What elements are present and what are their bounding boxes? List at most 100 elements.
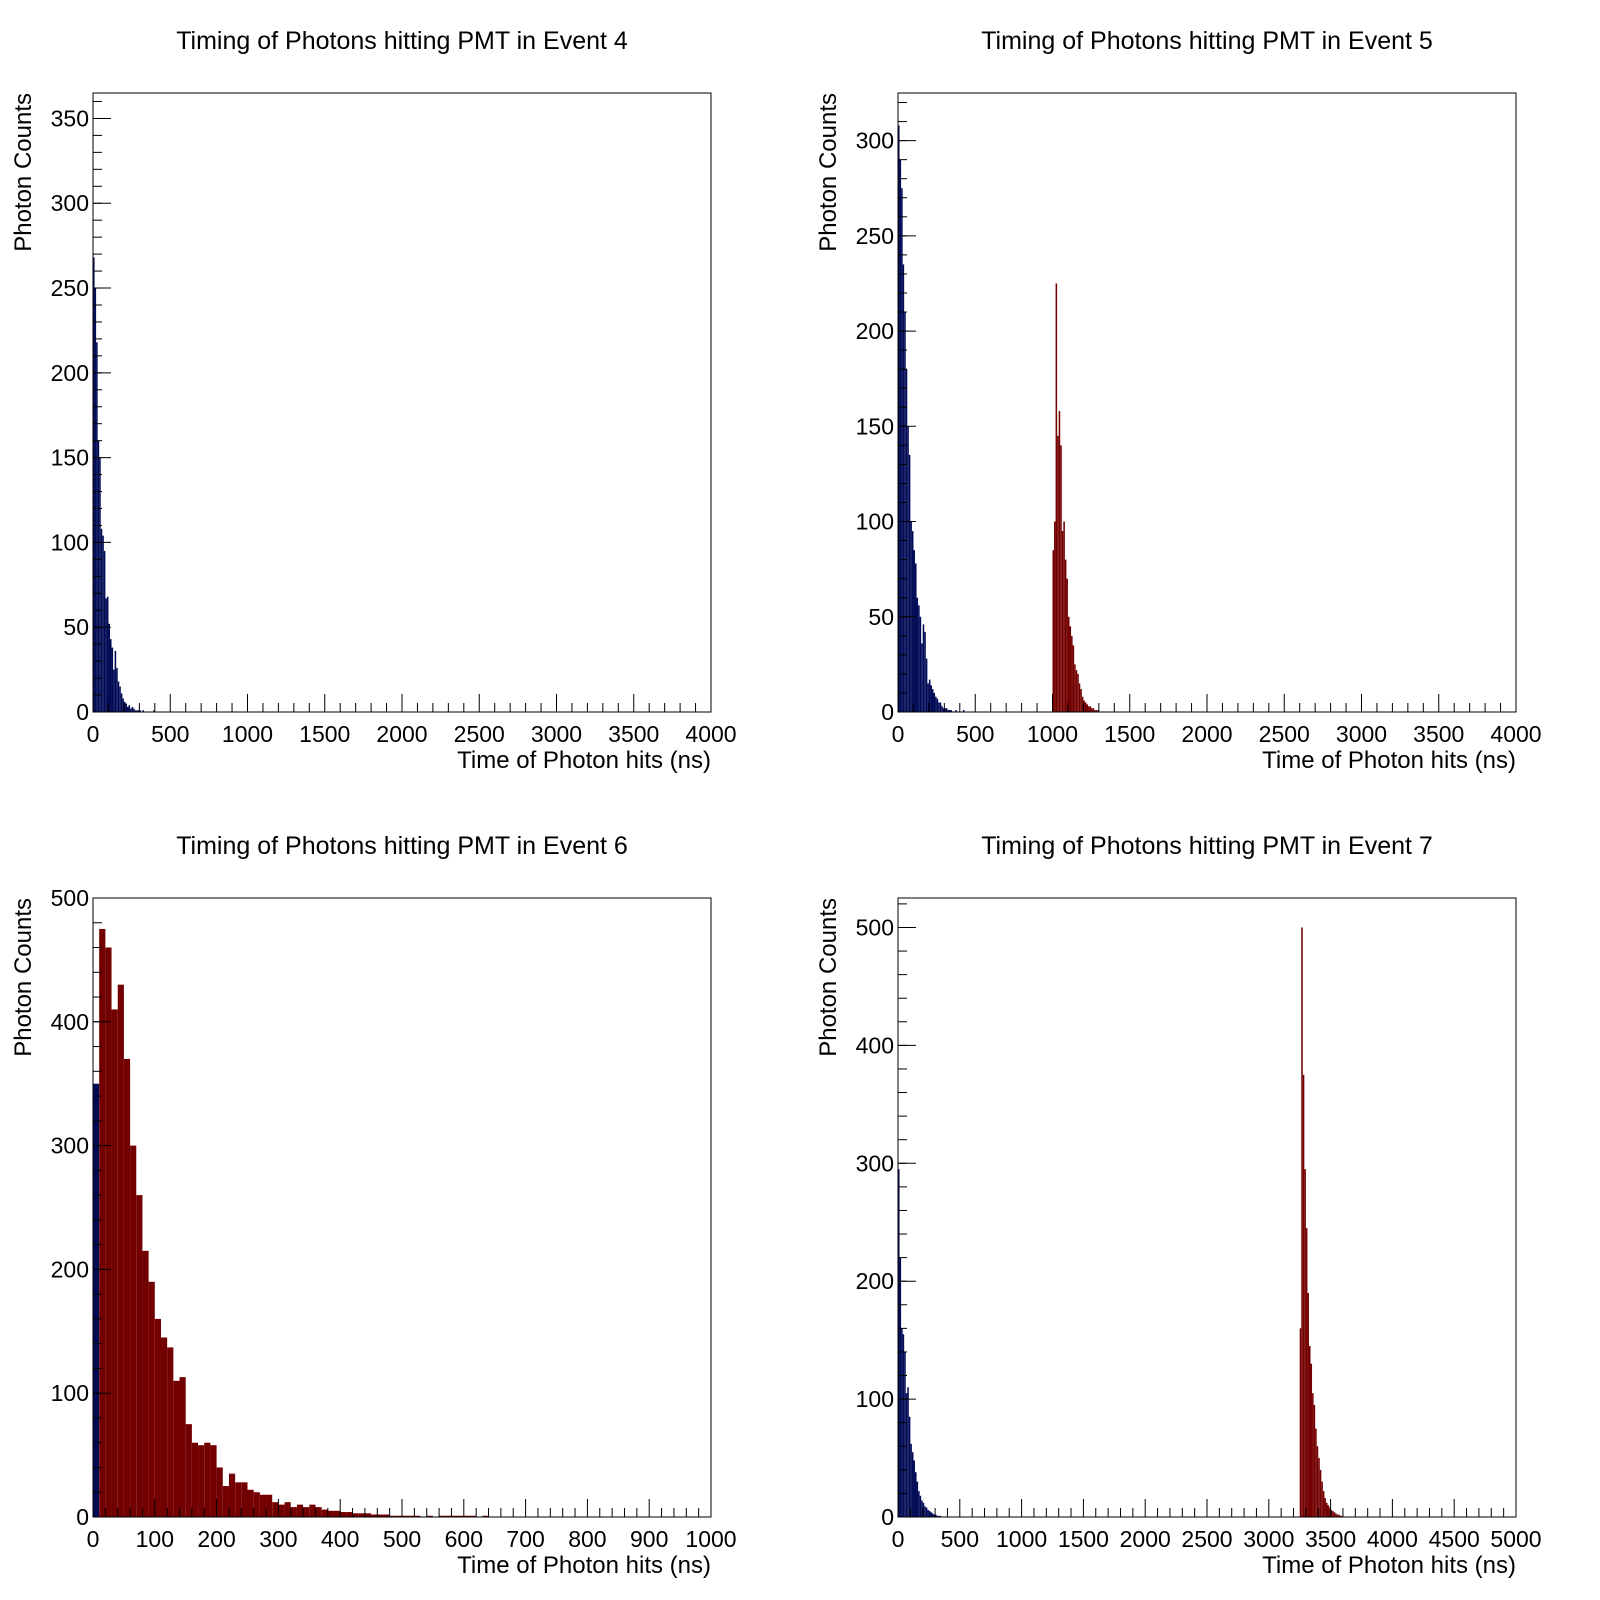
x-tick-label: 1000 [996, 1526, 1047, 1552]
y-tick-label: 200 [856, 318, 894, 344]
x-tick-label: 2500 [454, 721, 505, 747]
histogram-bar [1092, 708, 1095, 712]
histogram-bar [955, 710, 957, 712]
x-tick-label: 1000 [222, 721, 273, 747]
histogram-bar [1080, 689, 1082, 712]
y-axis-label: Photon Counts [815, 898, 842, 1057]
histogram-bar [266, 1494, 273, 1517]
histogram-bar [911, 1452, 914, 1517]
histogram-bar [414, 1515, 421, 1517]
histogram-bar [927, 683, 929, 712]
histogram-bar [1072, 645, 1075, 712]
histogram-bar [364, 1513, 372, 1517]
histogram-bar [160, 1337, 168, 1517]
histogram-bar [1066, 578, 1068, 712]
x-tick-label: 3500 [1305, 1526, 1356, 1552]
histogram-bar [482, 1515, 489, 1517]
histogram-bar [931, 689, 934, 712]
histogram-bar [924, 1506, 926, 1517]
histogram-bar [389, 1515, 396, 1517]
histogram-bar [938, 1515, 940, 1517]
histogram-bar [904, 1351, 906, 1517]
x-tick-label: 3000 [531, 721, 582, 747]
histogram-bar [1322, 1491, 1325, 1517]
histogram-bar [111, 647, 114, 712]
histogram-bar [1312, 1393, 1314, 1517]
histogram-bar [241, 1482, 248, 1517]
x-tick-label: 3000 [1336, 721, 1387, 747]
histogram-bar [919, 1495, 922, 1517]
y-tick-label: 0 [76, 699, 89, 725]
histogram-bar [907, 1387, 909, 1517]
x-tick-label: 4000 [1367, 1526, 1418, 1552]
histogram-bar [899, 1257, 902, 1517]
x-axis-label: Time of Photon hits (ns) [457, 747, 711, 774]
x-tick-label: 0 [892, 721, 905, 747]
histogram-bar [908, 1416, 911, 1517]
x-tick-label: 2000 [376, 721, 427, 747]
histogram-bar [469, 1515, 477, 1517]
histogram-bar [1055, 283, 1058, 712]
histogram-bar [913, 1460, 915, 1517]
histogram-bar [142, 710, 144, 712]
histogram-bar [93, 1083, 100, 1517]
histogram-bar [905, 1393, 908, 1517]
histogram-bar [278, 1504, 285, 1517]
y-tick-label: 500 [51, 885, 89, 911]
histogram-bar [1057, 435, 1059, 712]
histogram-bar [902, 264, 905, 712]
histogram-bar [94, 288, 97, 712]
histogram-bar [1097, 710, 1099, 712]
panel-event-5: Timing of Photons hitting PMT in Event 5… [815, 27, 1542, 774]
histogram-bar [922, 624, 925, 712]
histogram-bar [1336, 1514, 1339, 1517]
histogram-bar [1061, 531, 1064, 712]
x-tick-label: 2500 [1259, 721, 1310, 747]
histogram-bar [1341, 1515, 1343, 1517]
plot-frame [897, 897, 1517, 1518]
histogram-bar [1089, 706, 1092, 712]
histogram-bar [439, 1515, 446, 1517]
histogram-bar [327, 1510, 335, 1517]
histogram-bar [463, 1515, 470, 1517]
histogram-bar [924, 632, 926, 712]
histogram-bar [451, 1515, 458, 1517]
x-tick-label: 1500 [1058, 1526, 1109, 1552]
histogram-bar [910, 1443, 912, 1517]
x-tick-label: 0 [892, 1526, 905, 1552]
chart-title: Timing of Photons hitting PMT in Event 6 [176, 832, 628, 860]
histogram-bar [179, 1377, 186, 1517]
histogram-bar [1301, 927, 1303, 1517]
histogram-bar [122, 698, 124, 712]
x-axis-label: Time of Photon hits (ns) [457, 1552, 711, 1579]
histogram-bar [939, 702, 942, 712]
histogram-bar [93, 257, 95, 712]
x-tick-label: 1000 [1027, 721, 1078, 747]
histogram-bar [936, 1515, 939, 1517]
histogram-bar [1329, 1507, 1331, 1517]
histogram-bar [935, 1514, 937, 1517]
histogram-bar [1332, 1511, 1334, 1517]
histogram-bar [1074, 664, 1076, 712]
histogram-bar [136, 1195, 143, 1517]
y-axis-label: Photon Counts [815, 93, 842, 252]
histogram-bar [1308, 1346, 1311, 1517]
histogram-bar [284, 1502, 291, 1517]
histogram-bar [111, 1009, 118, 1517]
y-tick-label: 400 [51, 1009, 89, 1035]
histogram-bar [321, 1509, 328, 1517]
histogram-bar [925, 1507, 928, 1517]
histogram-bar [1318, 1458, 1320, 1517]
y-tick-label: 0 [881, 699, 894, 725]
histogram-bar [99, 928, 106, 1517]
histogram-bar [1325, 1502, 1328, 1517]
histogram-bar [1339, 1515, 1342, 1517]
x-tick-label: 2000 [1120, 1526, 1171, 1552]
histogram-bar [117, 681, 120, 712]
histogram-bar [154, 1318, 161, 1517]
x-tick-label: 4000 [685, 721, 736, 747]
histogram-bar [120, 693, 123, 712]
x-tick-label: 900 [630, 1526, 668, 1552]
x-tick-label: 400 [321, 1526, 359, 1552]
histogram-bar [945, 708, 948, 712]
